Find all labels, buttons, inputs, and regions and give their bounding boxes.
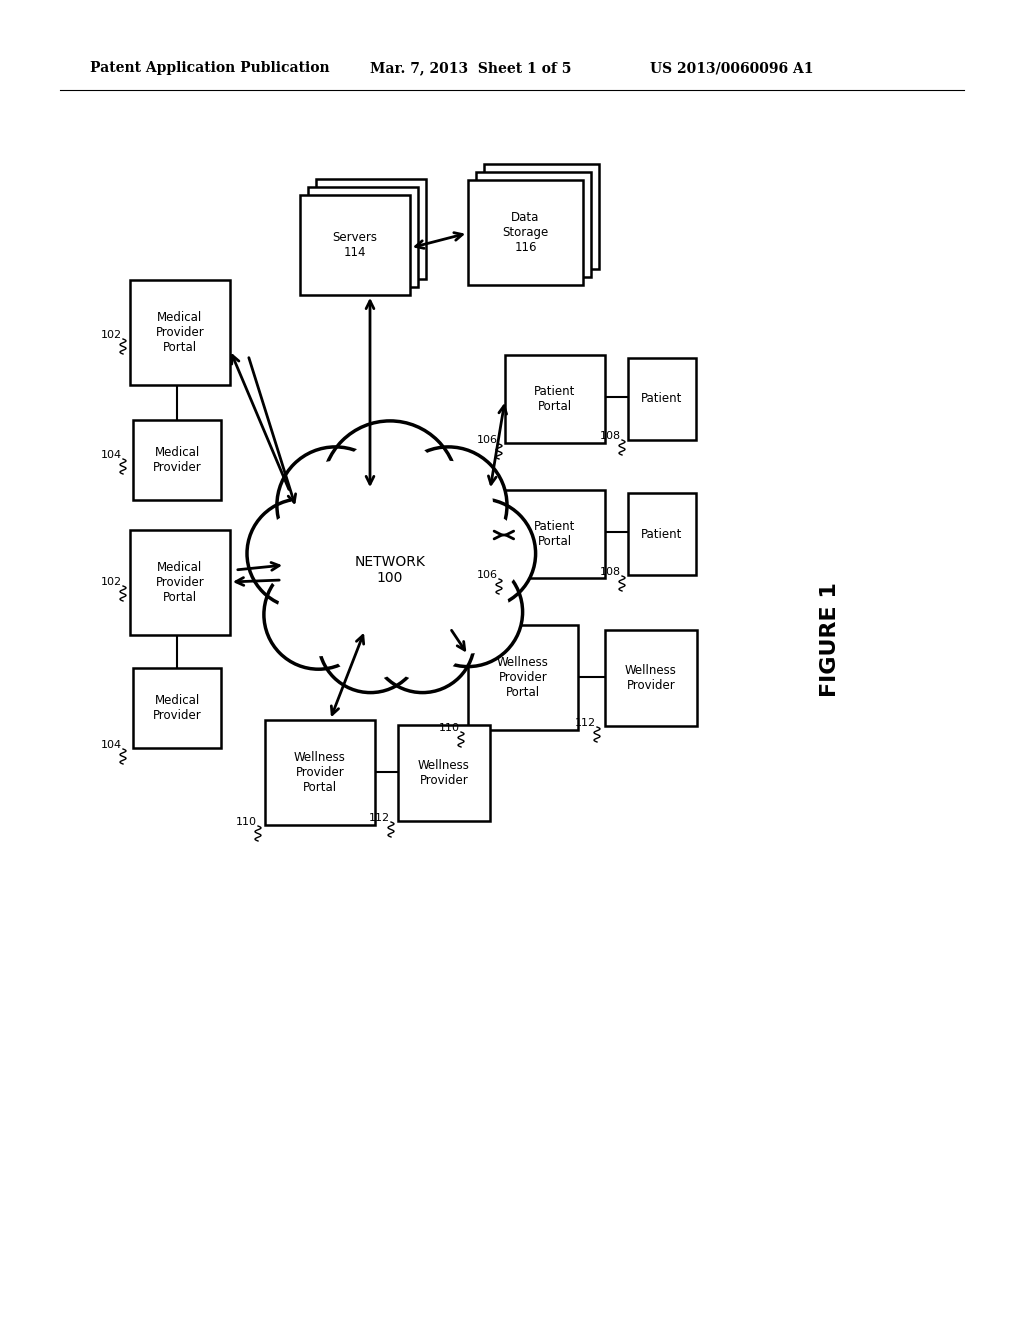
Circle shape <box>247 499 356 609</box>
Circle shape <box>426 499 536 609</box>
Bar <box>484 164 599 269</box>
Bar <box>130 280 230 385</box>
Text: 112: 112 <box>369 813 390 822</box>
Bar <box>130 531 230 635</box>
Text: 110: 110 <box>236 817 257 828</box>
Text: Medical
Provider: Medical Provider <box>153 446 202 474</box>
Text: FIGURE 1: FIGURE 1 <box>820 582 840 697</box>
Text: Wellness
Provider
Portal: Wellness Provider Portal <box>497 656 549 700</box>
Circle shape <box>440 512 522 594</box>
Text: Medical
Provider
Portal: Medical Provider Portal <box>156 561 205 605</box>
Circle shape <box>384 602 462 680</box>
Text: Servers
114: Servers 114 <box>333 231 378 259</box>
Circle shape <box>323 421 458 556</box>
Text: Patient: Patient <box>641 528 683 540</box>
Text: 104: 104 <box>101 450 122 459</box>
Circle shape <box>318 488 462 631</box>
Bar <box>605 630 697 726</box>
Bar <box>628 358 696 440</box>
Circle shape <box>264 560 373 669</box>
Text: 102: 102 <box>101 577 122 587</box>
Circle shape <box>309 479 471 640</box>
Circle shape <box>261 512 343 594</box>
Text: NETWORK
100: NETWORK 100 <box>354 554 425 585</box>
Text: Patient
Portal: Patient Portal <box>535 385 575 413</box>
Circle shape <box>278 574 359 656</box>
Text: Wellness
Provider: Wellness Provider <box>418 759 470 787</box>
Circle shape <box>318 589 423 693</box>
Text: 104: 104 <box>101 741 122 750</box>
Circle shape <box>371 589 474 693</box>
Text: 102: 102 <box>101 330 122 341</box>
Bar <box>476 172 591 277</box>
Text: Patent Application Publication: Patent Application Publication <box>90 61 330 75</box>
Text: Mar. 7, 2013  Sheet 1 of 5: Mar. 7, 2013 Sheet 1 of 5 <box>370 61 571 75</box>
Text: Patient: Patient <box>641 392 683 405</box>
Text: 106: 106 <box>477 436 498 445</box>
Text: 112: 112 <box>574 718 596 729</box>
Text: Wellness
Provider: Wellness Provider <box>625 664 677 692</box>
Text: 110: 110 <box>439 723 460 733</box>
Text: Medical
Provider: Medical Provider <box>153 694 202 722</box>
Bar <box>468 624 578 730</box>
Circle shape <box>276 447 394 564</box>
Circle shape <box>332 602 410 680</box>
Bar <box>316 180 426 279</box>
Text: Data
Storage
116: Data Storage 116 <box>503 211 549 253</box>
Bar <box>133 668 221 748</box>
Circle shape <box>427 572 509 653</box>
Circle shape <box>404 462 493 549</box>
Text: Wellness
Provider
Portal: Wellness Provider Portal <box>294 751 346 795</box>
Circle shape <box>292 462 379 549</box>
Bar <box>628 492 696 576</box>
Bar <box>398 725 490 821</box>
Text: 106: 106 <box>477 570 498 579</box>
Circle shape <box>339 438 440 539</box>
Bar <box>308 187 418 286</box>
Bar <box>505 490 605 578</box>
Circle shape <box>414 557 522 667</box>
Text: US 2013/0060096 A1: US 2013/0060096 A1 <box>650 61 813 75</box>
Circle shape <box>390 447 507 564</box>
Text: Patient
Portal: Patient Portal <box>535 520 575 548</box>
Text: 108: 108 <box>600 432 621 441</box>
Bar <box>265 719 375 825</box>
Text: Medical
Provider
Portal: Medical Provider Portal <box>156 312 205 354</box>
Bar <box>133 420 221 500</box>
Bar <box>505 355 605 444</box>
Text: 108: 108 <box>600 568 621 577</box>
Bar <box>300 195 410 294</box>
Bar <box>468 180 583 285</box>
